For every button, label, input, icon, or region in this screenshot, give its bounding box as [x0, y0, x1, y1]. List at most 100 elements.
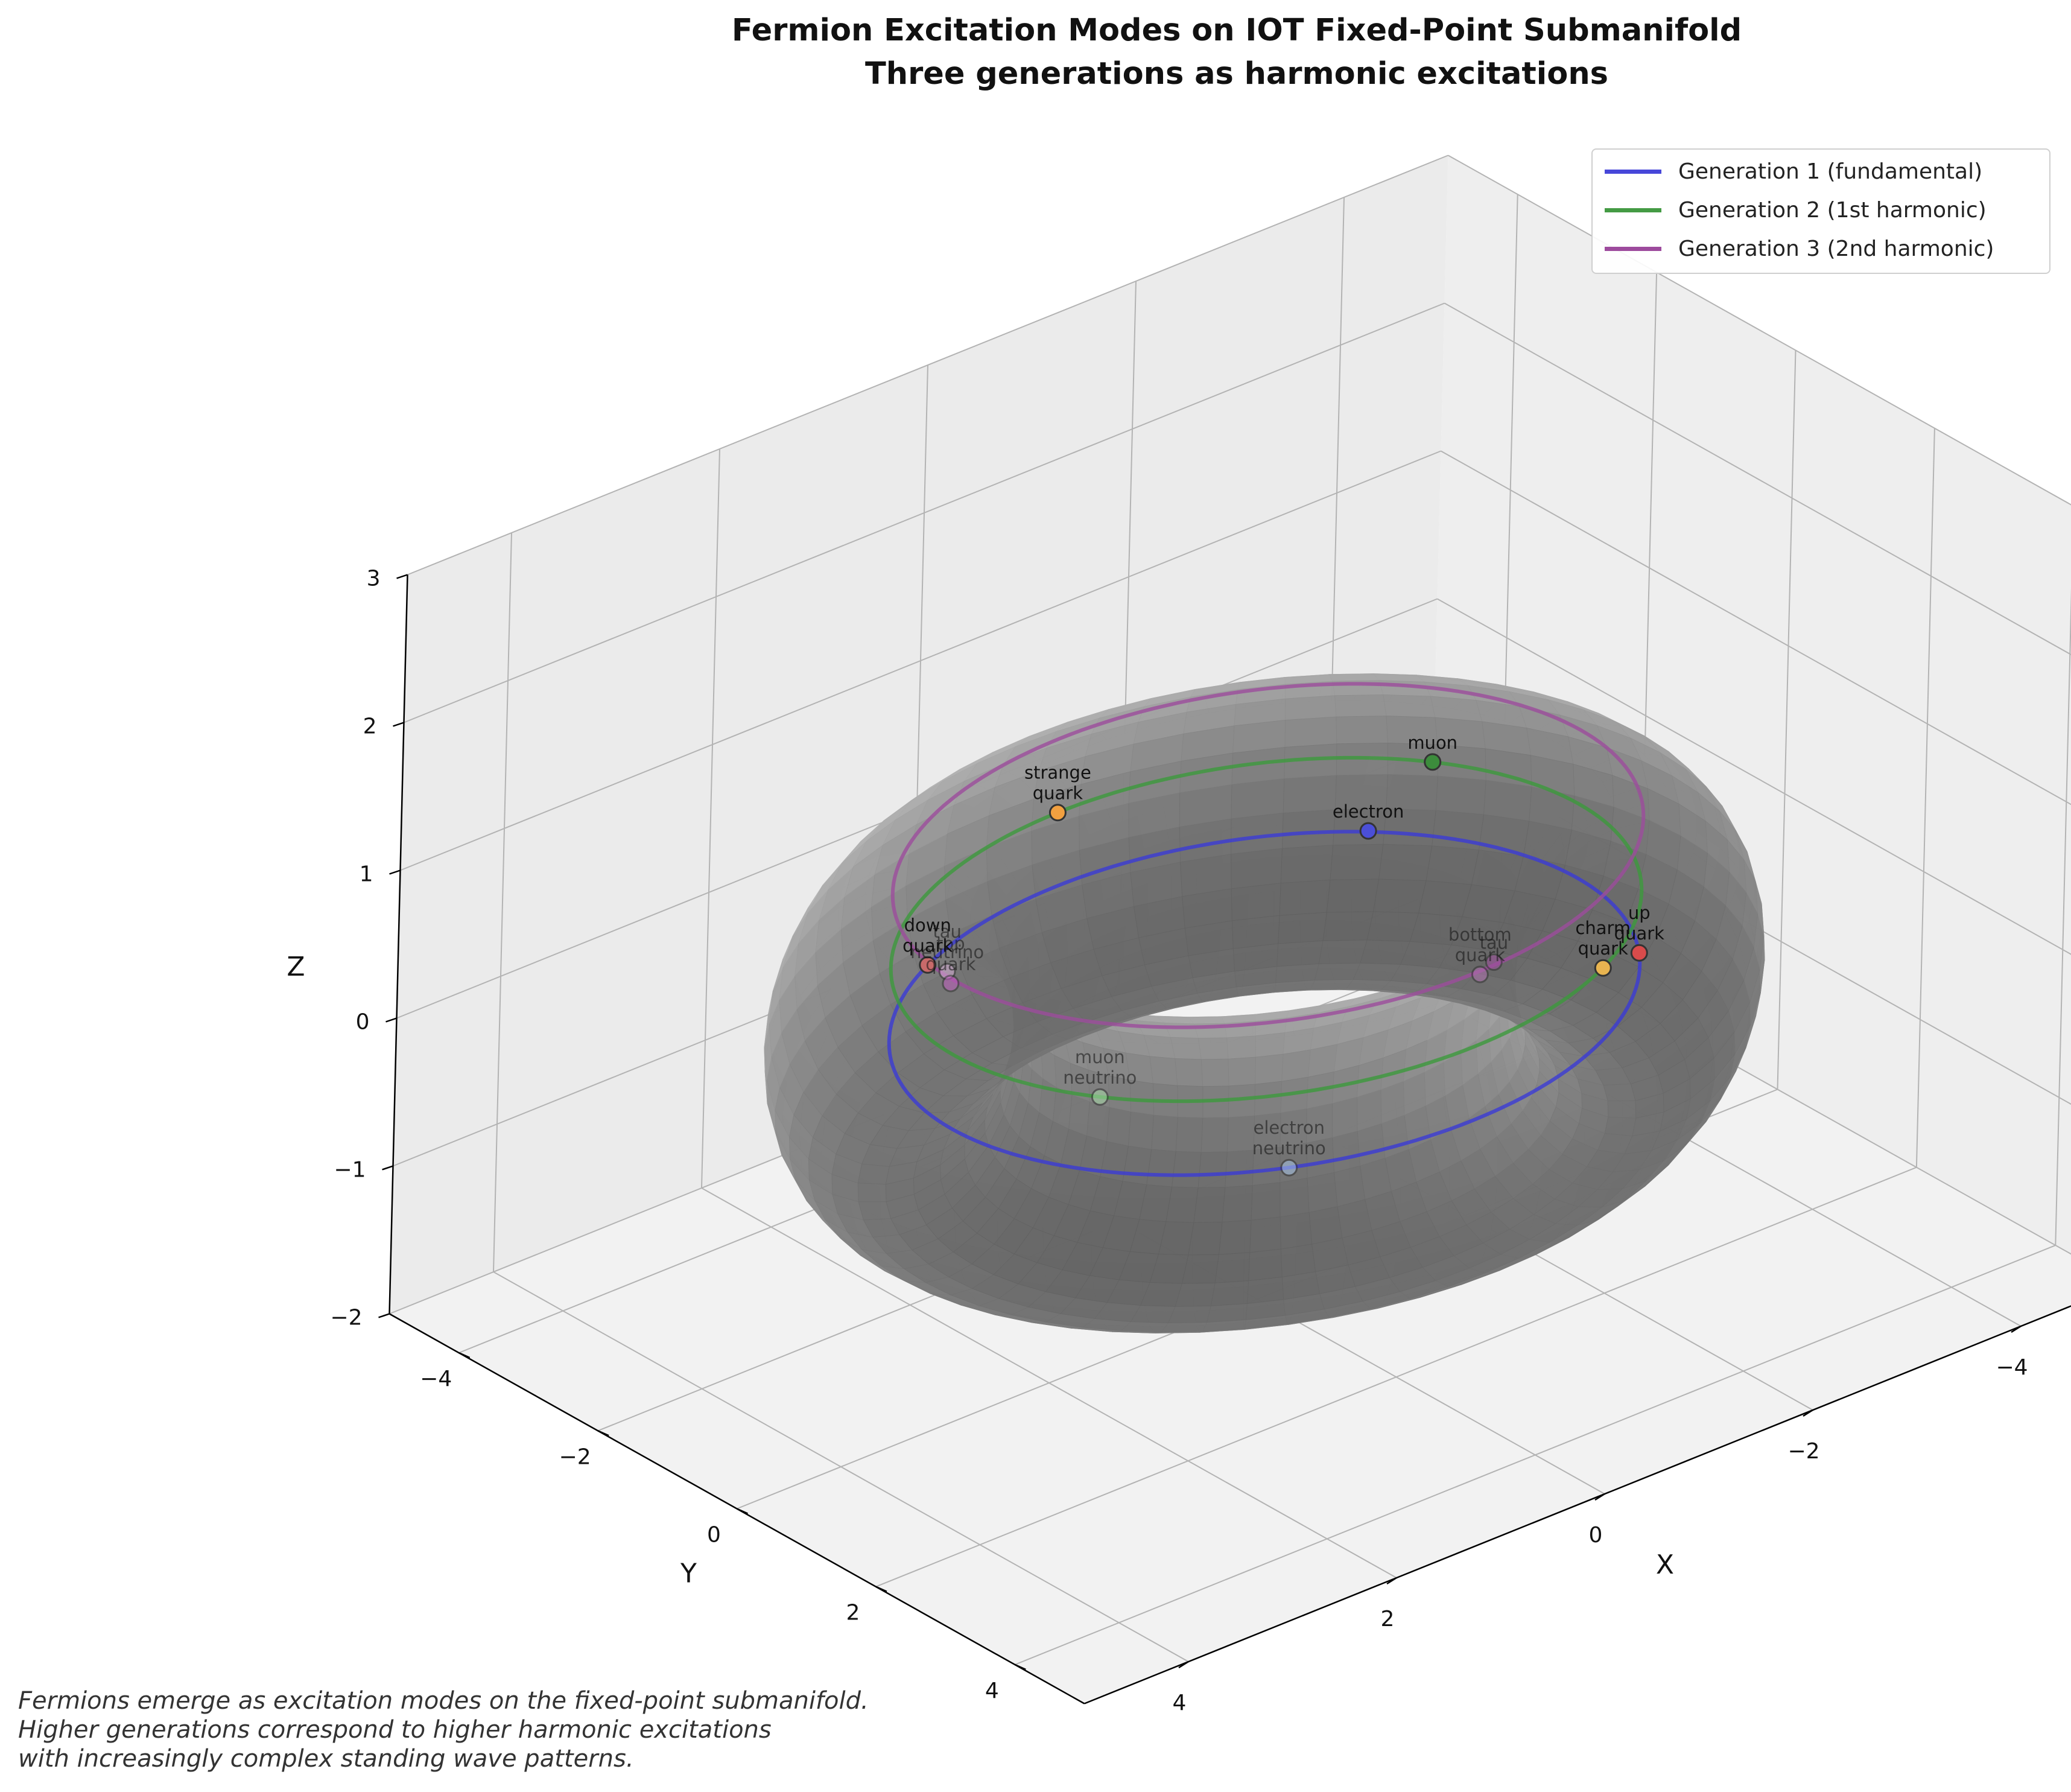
torus-facet — [1334, 694, 1387, 717]
torus-facet — [1197, 1151, 1228, 1188]
torus-facet — [1086, 1101, 1110, 1142]
x-tick-mark — [2011, 1325, 2022, 1333]
x-tick-label: 2 — [1381, 1607, 1395, 1632]
z-tick-mark — [382, 1165, 393, 1171]
y-tick-label: −2 — [559, 1444, 591, 1469]
torus-facet — [1281, 809, 1336, 849]
torus-facet — [1280, 1178, 1310, 1218]
fermion-label: neutrino — [1063, 1067, 1137, 1088]
fermion-label: muon — [1407, 732, 1457, 753]
torus-facet — [1188, 1221, 1223, 1256]
torus-facet — [1231, 778, 1285, 819]
grid-line — [493, 1271, 1189, 1662]
torus-facet — [1255, 1053, 1284, 1085]
torus-facet — [1278, 912, 1327, 944]
fermion-label: tau — [1480, 933, 1509, 953]
torus-facet — [1322, 911, 1374, 941]
torus-facet — [1231, 848, 1283, 889]
grid-line — [404, 302, 1445, 723]
y-tick-mark — [1014, 1663, 1026, 1671]
torus-facet — [1200, 1058, 1229, 1087]
torus-facet — [1336, 716, 1388, 745]
z-tick-label: 1 — [360, 862, 373, 887]
y-tick-mark — [875, 1586, 887, 1592]
torus-facet — [1231, 915, 1280, 949]
y-tick-label: −4 — [420, 1367, 452, 1391]
torus-facet — [1426, 845, 1479, 885]
torus-facet — [1280, 845, 1334, 884]
torus-facet — [1249, 1216, 1281, 1253]
z-tick-label: 2 — [363, 714, 377, 739]
fermion-label: down — [904, 915, 951, 935]
z-axis-line — [389, 574, 408, 1314]
grid-line — [875, 1166, 1917, 1587]
legend-swatch — [1605, 246, 1661, 251]
legend-swatch — [1605, 169, 1661, 174]
fermion-label: muon — [1075, 1047, 1125, 1067]
torus-facet — [1604, 1116, 1637, 1137]
x-tick-mark — [1803, 1409, 1813, 1417]
z-tick-label: −1 — [334, 1158, 366, 1183]
chart-subtitle: Three generations as harmonic excitation… — [865, 56, 1608, 92]
grid-line — [1437, 598, 2071, 955]
torus-facet — [1161, 1322, 1208, 1333]
torus-facet — [1166, 1186, 1199, 1223]
fermion-label: electron — [1254, 1117, 1325, 1138]
x-tick-label: −4 — [1996, 1355, 2028, 1380]
torus-facet — [1307, 1172, 1338, 1213]
z-axis-label: Z — [287, 952, 305, 982]
fermion-label: electron — [1333, 801, 1404, 822]
fermion-label: neutrino — [1252, 1138, 1326, 1158]
torus-facet — [1280, 1244, 1316, 1277]
torus-facet — [1283, 775, 1337, 813]
fermion-point — [1359, 822, 1377, 840]
y-tick-label: 4 — [985, 1679, 999, 1703]
fermion-label: quark — [902, 935, 953, 956]
grid-line — [493, 532, 512, 1273]
torus-facet — [1279, 879, 1331, 916]
torus-facet — [1181, 1254, 1219, 1284]
x-tick-mark — [1178, 1660, 1189, 1669]
torus-facet — [1603, 1083, 1636, 1101]
fermion-point — [1280, 1158, 1298, 1177]
torus-facet — [1246, 1277, 1284, 1304]
torus-facet — [1383, 694, 1436, 718]
z-tick-mark — [393, 722, 404, 727]
torus-facet — [857, 1163, 890, 1185]
torus-facet — [1483, 780, 1532, 822]
torus-facet — [1607, 1100, 1637, 1119]
torus-facet — [1285, 695, 1337, 720]
torus-facet — [1228, 1056, 1256, 1087]
torus-facet — [1275, 963, 1319, 983]
legend-label: Generation 3 (2nd harmonic) — [1678, 236, 1994, 261]
torus-facet — [1146, 1149, 1176, 1187]
legend-label: Generation 1 (fundamental) — [1678, 159, 1983, 184]
fermion-point — [942, 974, 960, 993]
fermion-label: quark — [1033, 783, 1083, 804]
torus-facet — [1149, 1056, 1178, 1086]
fermion-label: quark — [1455, 945, 1505, 965]
y-axis-label: Y — [680, 1558, 697, 1589]
legend-entry-gen2: Generation 2 (1st harmonic) — [1605, 193, 1987, 227]
y-tick-label: 2 — [846, 1601, 860, 1625]
fermion-point — [1471, 965, 1489, 983]
fermion-label: top — [936, 933, 965, 954]
z-tick-mark — [396, 574, 408, 579]
y-tick-mark — [736, 1508, 749, 1514]
fermion-point — [1630, 944, 1648, 962]
caption-line: Higher generations correspond to higher … — [18, 1716, 772, 1744]
torus-facet — [1334, 1165, 1366, 1207]
fermion-label: neutrino — [910, 942, 984, 962]
x-tick-label: −2 — [1787, 1439, 1819, 1464]
legend-label: Generation 2 (1st harmonic) — [1678, 197, 1987, 223]
torus-facet — [1188, 1016, 1225, 1025]
torus-facet — [1284, 716, 1337, 748]
torus-facet — [1332, 1096, 1358, 1138]
torus-facet — [1226, 1115, 1255, 1152]
fermion-label: tau — [933, 921, 962, 942]
torus-facet — [1314, 962, 1361, 980]
torus-facet — [1168, 1305, 1211, 1324]
fermion-label: strange — [1024, 763, 1091, 783]
torus-facet — [1219, 1219, 1252, 1255]
